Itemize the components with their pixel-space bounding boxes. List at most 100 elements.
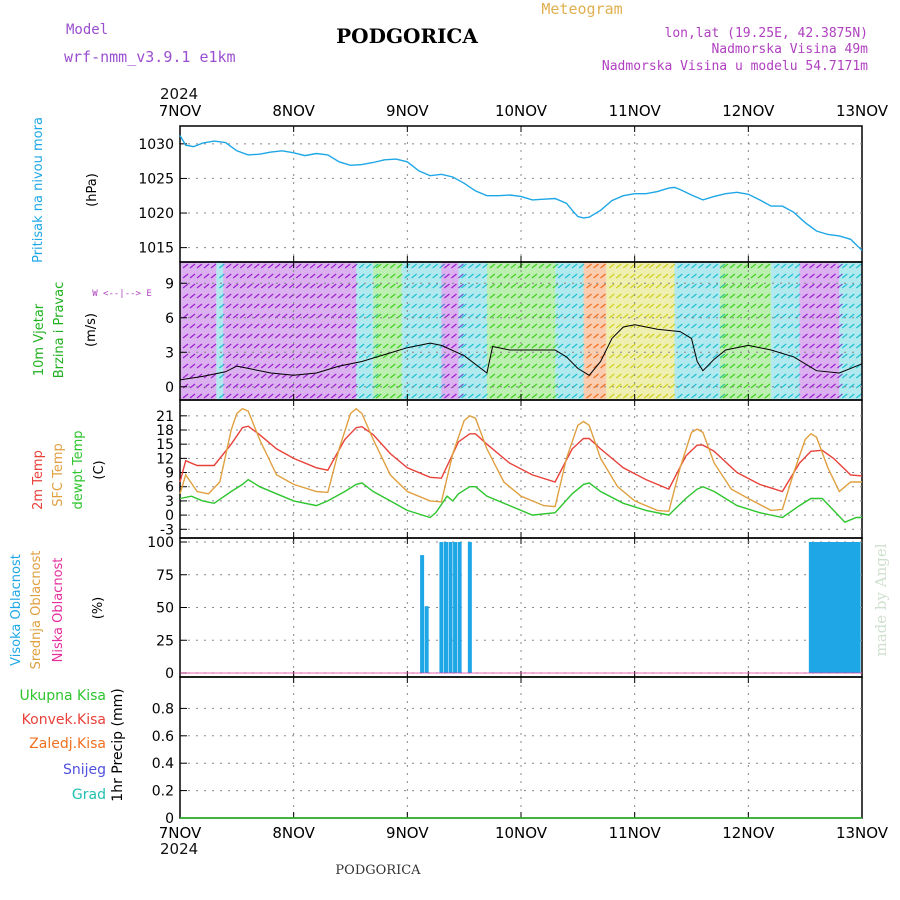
wind-barb	[816, 383, 822, 389]
wind-barb	[295, 283, 302, 289]
wind-barb	[855, 393, 862, 399]
wind-barb	[622, 363, 629, 369]
wind-barb	[418, 353, 425, 359]
wind-barb	[389, 363, 396, 369]
wind-barb	[830, 273, 836, 279]
wind-barb	[787, 333, 794, 339]
wind-barb	[787, 273, 794, 279]
wind-barb	[351, 303, 358, 309]
wind-barb	[302, 363, 309, 369]
wind-barb	[729, 383, 736, 389]
cloud-bar	[453, 542, 458, 673]
wind-barb	[475, 373, 481, 379]
wind-barb	[281, 333, 288, 339]
wind-barb	[691, 373, 697, 379]
wind-barb	[736, 393, 743, 399]
wind-barb	[841, 263, 848, 269]
wind-barb	[389, 263, 396, 269]
wind-barb	[538, 313, 545, 319]
wind-barb	[496, 353, 503, 359]
wind-barb	[382, 343, 389, 349]
wind-barb	[684, 353, 690, 359]
wind-barb	[330, 283, 337, 289]
wind-barb	[489, 323, 496, 329]
wind-barb	[404, 343, 411, 349]
wind-barb	[260, 313, 267, 319]
wind-barb	[309, 353, 316, 359]
wind-barb	[564, 273, 571, 279]
wind-barb	[389, 373, 396, 379]
wind-barb	[794, 393, 801, 399]
wind-barb	[510, 303, 517, 309]
wind-barb	[578, 323, 585, 329]
wind-barb	[691, 333, 697, 339]
wind-barb	[316, 263, 323, 269]
wind-barb	[684, 283, 690, 289]
wind-barb	[855, 273, 862, 279]
wind-barb	[830, 283, 836, 289]
wind-barb	[382, 323, 389, 329]
wind-barb	[780, 393, 787, 399]
ylabel-pressure-unit: (hPa)	[85, 173, 100, 207]
wind-barb	[557, 363, 564, 369]
wind-barb	[203, 343, 210, 349]
wind-barb	[239, 373, 246, 379]
wind-barb	[458, 383, 464, 389]
wind-barb	[712, 303, 719, 309]
wind-barb	[524, 263, 531, 269]
wind-barb	[837, 303, 843, 309]
wind-barb	[337, 383, 344, 389]
wind-barb	[524, 293, 531, 299]
wind-barb	[246, 313, 253, 319]
wind-barb	[382, 303, 389, 309]
wind-barb	[830, 383, 836, 389]
wind-barb	[600, 263, 606, 269]
wind-barb	[712, 363, 719, 369]
wind-barb	[439, 303, 446, 309]
wind-barb	[267, 323, 274, 329]
wind-barb	[608, 363, 615, 369]
wind-barb	[816, 293, 822, 299]
wind-barb	[593, 273, 599, 279]
wind-barb	[855, 383, 862, 389]
cloud-bar	[842, 542, 847, 673]
wind-barb	[444, 303, 450, 309]
wind-barb	[677, 373, 683, 379]
wind-barb	[802, 393, 808, 399]
wind-barb	[365, 393, 372, 399]
wind-barb	[669, 343, 676, 349]
wind-barb	[855, 303, 862, 309]
wind-barb	[586, 373, 592, 379]
wind-barb	[691, 343, 697, 349]
wind-barb	[260, 303, 267, 309]
wind-barb	[524, 273, 531, 279]
wind-barb	[600, 323, 606, 329]
wind-barb	[210, 263, 217, 269]
wind-barb	[418, 283, 425, 289]
wind-barb	[531, 283, 538, 289]
wind-barb	[396, 373, 403, 379]
wind-barb	[210, 383, 217, 389]
wind-barb	[794, 363, 801, 369]
wind-barb	[586, 333, 592, 339]
wind-barb	[773, 353, 780, 359]
wind-barb	[203, 283, 210, 289]
wind-barb	[636, 353, 643, 359]
wind-barb	[337, 393, 344, 399]
wind-barb	[600, 293, 606, 299]
wind-barb	[246, 303, 253, 309]
wind-barb	[482, 393, 488, 399]
wind-barb	[451, 263, 457, 269]
wind-barb	[316, 353, 323, 359]
wind-barb	[218, 293, 225, 299]
wind-barb	[425, 293, 432, 299]
wind-barb	[677, 293, 683, 299]
wind-barb	[458, 313, 464, 319]
wind-barb	[719, 323, 726, 329]
x-tick-label-top: 11NOV	[609, 102, 662, 120]
wind-barb	[648, 343, 655, 349]
ylabel-temp-dewpt: dewpt Temp	[71, 430, 86, 509]
wind-barb	[736, 263, 743, 269]
wind-barb	[538, 273, 545, 279]
wind-barb	[552, 283, 559, 289]
